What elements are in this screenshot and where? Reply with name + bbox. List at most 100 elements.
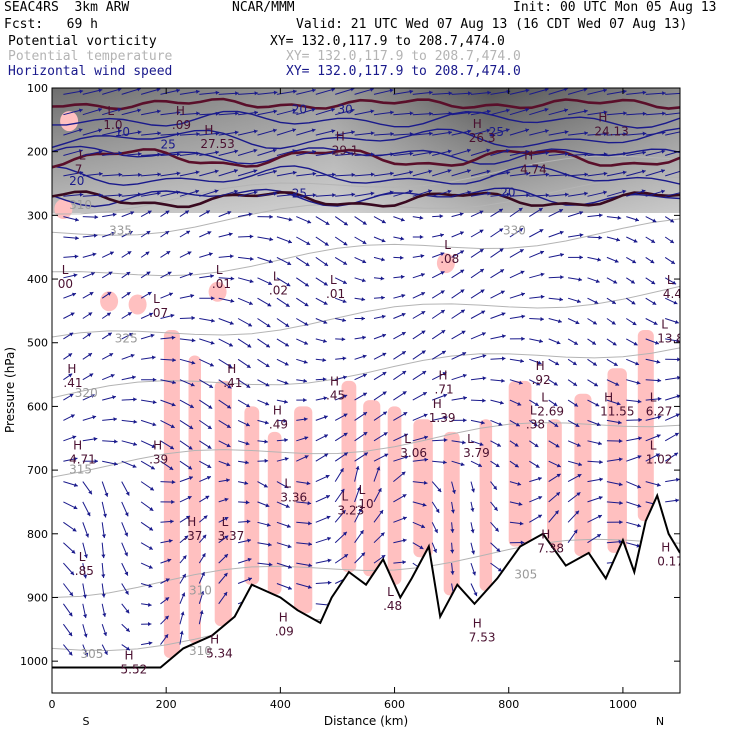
wind-vector-head [518,501,523,506]
wind-vector-head [176,152,181,157]
wind-vector-head [389,190,394,195]
wind-vector-head [578,462,582,467]
wind-vector-head [189,404,194,408]
field-wind-label: Horizontal wind speed [8,64,173,79]
pv-extremum-marker: H [153,438,162,452]
wind-vector-head [264,458,269,463]
pv-extremum-value: .37 [183,529,202,543]
wind-vector-head [681,130,685,134]
wind-vector-head [331,129,336,134]
wind-vector-head [460,250,464,255]
wind-vector-head [479,269,484,273]
pv-negative-region [163,330,180,658]
wind-vector-head [584,152,589,157]
wind-vector-head [467,129,472,134]
wind-vector-head [179,630,184,635]
pv-extremum-value: 00 [58,277,73,291]
wind-vector-head [210,274,214,279]
wind-vector-head [176,171,181,176]
pv-extremum-marker: H [598,110,607,124]
wind-vector-head [662,111,666,116]
wind-vector-head [539,229,544,233]
wind-vector-head [576,443,581,447]
pv-extremum-value: 6.27 [646,405,673,419]
wind-vector-head [599,477,603,482]
wind-vector-head [637,523,641,528]
wind-vector-head [78,128,83,133]
wind-vector-head [429,111,433,116]
wind-vector-head [362,335,366,340]
wind-vector-head [171,402,176,407]
wind-vector-head [481,310,486,315]
theta-contour [52,538,680,598]
pv-extremum-value: .09 [172,118,191,132]
wind-vector-head [655,453,660,458]
wind-vector-head [540,250,544,255]
wind-vector-head [157,191,161,196]
wind-vector-head [323,396,328,401]
wind-vector-head [226,404,231,409]
wind-vector-head [312,88,316,93]
wind-vector-head [576,492,581,497]
wind-vector-head [611,300,616,304]
wind-vector-head [264,439,268,444]
wind-vector-head [447,189,452,194]
wind-vector-head [370,191,375,196]
wind-vector-head [573,529,578,534]
wind-vector-head [101,534,106,538]
wind-vector-head [287,564,292,569]
x-tick-label: 0 [49,698,56,711]
wind-vector-head [344,554,348,558]
wind-vector-head [400,236,405,241]
wind-vector-head [642,90,647,95]
wind-vector-head [674,452,678,457]
wind-vector-head [473,592,478,596]
wind-vector-head [642,150,646,155]
wind-vector-head [576,299,581,304]
wind-vector-head [308,563,313,568]
wind-vector-head [226,462,231,467]
wind-vector-head [70,312,75,317]
pv-extremum-marker: L [359,483,366,497]
wind-vector-head [380,276,385,281]
wind-vector-head [307,501,312,506]
wind-vector-head [182,573,186,578]
wind-vector-head [450,509,455,514]
wind-vector-head [284,484,289,488]
wind-vector-head [73,273,78,278]
wind-vector-head [245,460,249,465]
pv-extremum-value: .08 [440,252,459,266]
wind-vector-head [641,169,646,174]
wind-vector-head [176,110,181,115]
theta-contour-label: 310 [69,198,92,212]
wind-vector-head [165,597,170,602]
wind-vector-head [661,189,665,194]
wind-vector-head [657,415,662,420]
wind-vector-head [117,129,122,134]
wind-vector-head [603,152,608,157]
wind-vector-head [157,172,161,177]
pv-extremum-marker: H [536,359,545,373]
pv-negative-region [341,380,357,572]
wind-vector-head [537,514,542,519]
wind-vector-head [519,249,524,253]
pv-extremum-marker: H [210,633,219,647]
pv-extremum-marker: H [473,117,482,131]
wind-vector-head [361,552,365,557]
wind-vector-head [75,217,79,222]
wind-vector-head [635,361,639,366]
wind-vector-head [325,474,330,479]
wind-vector-head [681,190,685,194]
wind-vector-head [595,279,600,283]
pv-contour [52,148,680,169]
wind-vector-head [409,151,414,156]
wind-vector-head [680,169,684,173]
wind-vector-head [502,356,506,361]
wind-vector-head [286,282,291,287]
wind-vector-head [422,502,427,507]
wind-vector-head [304,302,309,307]
wind-vector-head [343,413,348,418]
theta-contour-label: 310 [189,583,212,597]
wind-vector-head [304,455,309,459]
wind-vector-head [265,382,270,387]
